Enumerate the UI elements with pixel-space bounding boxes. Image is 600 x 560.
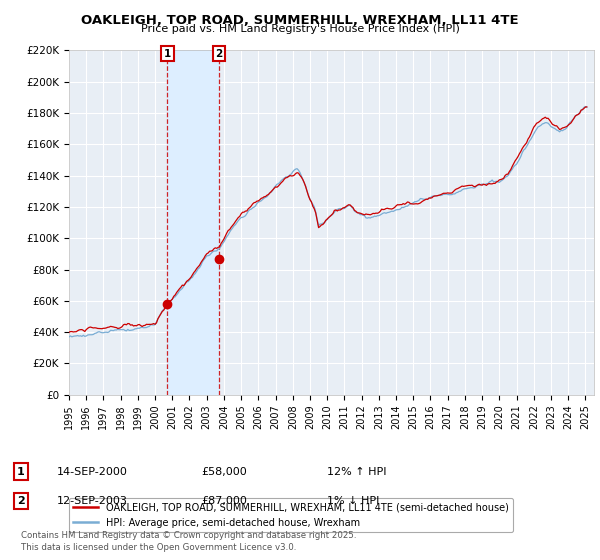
Text: 1% ↓ HPI: 1% ↓ HPI bbox=[327, 496, 379, 506]
Text: Price paid vs. HM Land Registry's House Price Index (HPI): Price paid vs. HM Land Registry's House … bbox=[140, 24, 460, 34]
Text: 1: 1 bbox=[164, 49, 171, 59]
Text: 12% ↑ HPI: 12% ↑ HPI bbox=[327, 466, 386, 477]
Text: OAKLEIGH, TOP ROAD, SUMMERHILL, WREXHAM, LL11 4TE: OAKLEIGH, TOP ROAD, SUMMERHILL, WREXHAM,… bbox=[81, 14, 519, 27]
Legend: OAKLEIGH, TOP ROAD, SUMMERHILL, WREXHAM, LL11 4TE (semi-detached house), HPI: Av: OAKLEIGH, TOP ROAD, SUMMERHILL, WREXHAM,… bbox=[68, 498, 513, 533]
Text: £87,000: £87,000 bbox=[201, 496, 247, 506]
Text: 12-SEP-2003: 12-SEP-2003 bbox=[57, 496, 128, 506]
Text: 14-SEP-2000: 14-SEP-2000 bbox=[57, 466, 128, 477]
Text: £58,000: £58,000 bbox=[201, 466, 247, 477]
Bar bbox=[167, 50, 219, 395]
Text: 2: 2 bbox=[215, 49, 223, 59]
Text: 2: 2 bbox=[17, 496, 25, 506]
Text: Contains HM Land Registry data © Crown copyright and database right 2025.
This d: Contains HM Land Registry data © Crown c… bbox=[21, 531, 356, 552]
Text: 1: 1 bbox=[17, 466, 25, 477]
